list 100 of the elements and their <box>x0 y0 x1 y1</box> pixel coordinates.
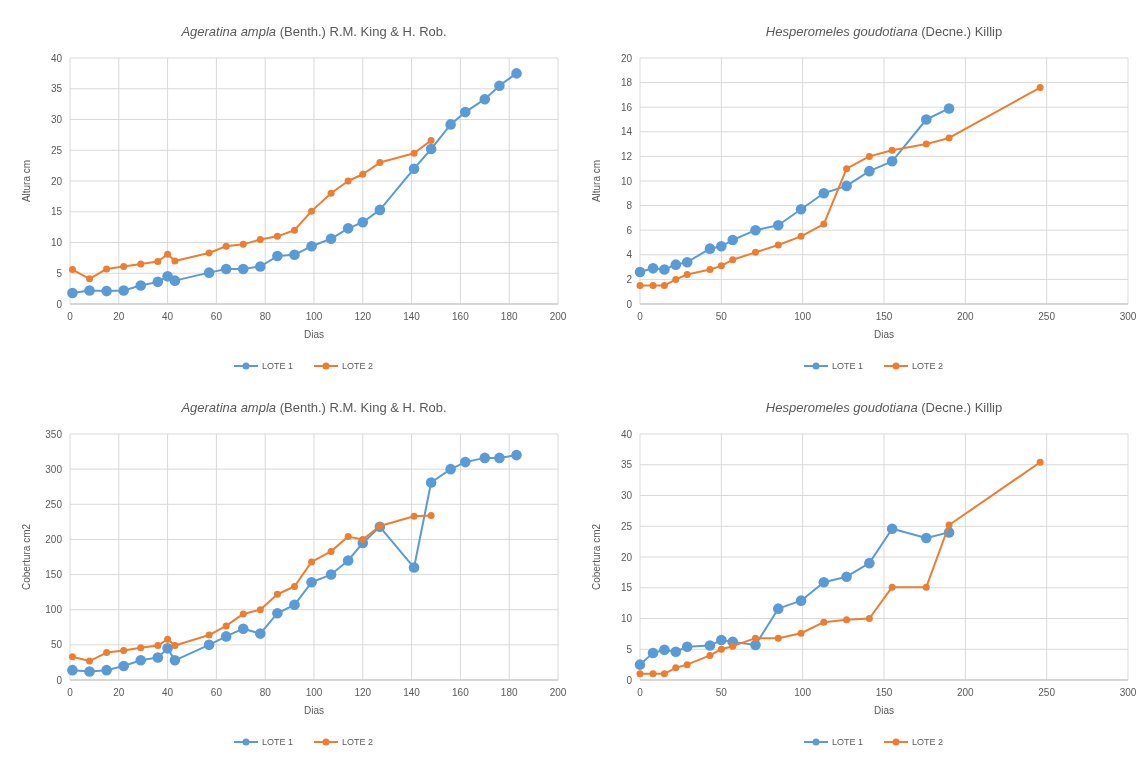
point <box>818 576 830 588</box>
point <box>103 265 111 273</box>
y-tick-label: 100 <box>45 604 63 616</box>
x-tick-label: 150 <box>875 311 893 322</box>
point <box>683 661 691 669</box>
y-tick-label: 300 <box>45 463 63 475</box>
y-tick-label: 6 <box>626 224 633 236</box>
y-tick-label: 25 <box>50 144 63 156</box>
point <box>841 180 852 192</box>
point <box>649 670 657 678</box>
point <box>920 114 932 125</box>
point <box>205 249 213 257</box>
y-tick-label: 150 <box>45 569 63 581</box>
y-tick-label: 50 <box>50 639 63 651</box>
point <box>154 642 162 650</box>
y-tick-label: 250 <box>45 498 63 510</box>
y-tick-label: 2 <box>626 273 633 285</box>
x-tick-label: 200 <box>549 311 567 322</box>
point <box>649 282 657 290</box>
point <box>681 641 693 653</box>
point <box>672 664 680 672</box>
point <box>308 207 316 215</box>
point <box>152 276 164 288</box>
y-tick-label: 25 <box>620 520 633 532</box>
point <box>162 271 173 282</box>
point <box>843 165 851 173</box>
point <box>118 660 129 672</box>
point <box>843 616 851 624</box>
point <box>717 262 725 270</box>
point <box>751 248 759 256</box>
chart-title: Hesperomeles goudotiana (Decne.) Killip <box>765 24 1003 39</box>
point <box>659 264 670 275</box>
y-tick-label: 10 <box>620 175 633 187</box>
point <box>494 80 505 91</box>
point <box>634 266 646 278</box>
point <box>327 547 335 555</box>
x-axis-title: Dias <box>303 329 325 340</box>
point <box>67 664 78 676</box>
point <box>103 649 111 657</box>
point <box>220 263 232 275</box>
chart-title: Hesperomeles goudotiana (Decne.) Killip <box>765 400 1003 415</box>
x-tick-label: 140 <box>403 687 421 698</box>
point <box>137 644 145 652</box>
point <box>273 590 281 598</box>
point <box>84 285 95 296</box>
point <box>273 232 281 240</box>
y-tick-label: 10 <box>50 237 63 248</box>
point <box>203 267 215 278</box>
point <box>255 261 266 272</box>
y-tick-label: 0 <box>626 298 633 310</box>
x-tick-label: 250 <box>1038 687 1056 698</box>
point <box>255 628 266 639</box>
point <box>256 606 264 614</box>
point <box>272 250 283 262</box>
point <box>865 615 873 622</box>
x-tick-label: 200 <box>956 687 975 698</box>
point <box>410 512 418 520</box>
x-tick-label: 0 <box>67 311 74 322</box>
x-tick-label: 200 <box>549 687 567 698</box>
point <box>359 535 367 543</box>
x-tick-label: 60 <box>210 311 223 322</box>
point <box>68 266 76 274</box>
x-tick-label: 200 <box>956 311 975 322</box>
point <box>171 257 179 265</box>
x-tick-label: 0 <box>637 311 644 322</box>
chart-title: Ageratina ampla (Benth.) R.M. King & H. Rob. <box>180 24 447 39</box>
y-tick-label: 200 <box>45 533 63 545</box>
point <box>479 93 491 105</box>
point <box>797 232 805 240</box>
legend-label: LOTE 2 <box>912 361 944 372</box>
point <box>864 557 875 569</box>
legend-label: LOTE 2 <box>342 737 374 748</box>
x-tick-label: 180 <box>500 687 518 698</box>
point <box>820 220 828 228</box>
x-tick-label: 250 <box>1038 311 1056 322</box>
y-tick-label: 0 <box>56 298 63 310</box>
y-tick-label: 5 <box>626 643 633 655</box>
point <box>306 240 317 252</box>
point <box>716 240 727 252</box>
x-tick-label: 20 <box>113 311 125 322</box>
point <box>717 645 725 653</box>
point <box>886 523 898 535</box>
point <box>750 224 761 236</box>
x-tick-label: 160 <box>452 687 470 698</box>
x-tick-label: 20 <box>113 687 125 698</box>
point <box>886 156 898 167</box>
point <box>1036 84 1044 92</box>
point <box>135 655 147 666</box>
point <box>772 219 784 231</box>
x-tick-label: 300 <box>1119 311 1137 322</box>
point <box>84 666 95 677</box>
point <box>86 657 94 665</box>
point <box>408 562 420 573</box>
point <box>1036 458 1044 466</box>
x-tick-label: 40 <box>162 687 174 698</box>
y-axis-title: Cobertura cm2 <box>21 523 32 591</box>
point <box>479 452 491 464</box>
x-tick-label: 180 <box>500 311 518 322</box>
point <box>410 149 418 157</box>
point <box>68 653 76 661</box>
